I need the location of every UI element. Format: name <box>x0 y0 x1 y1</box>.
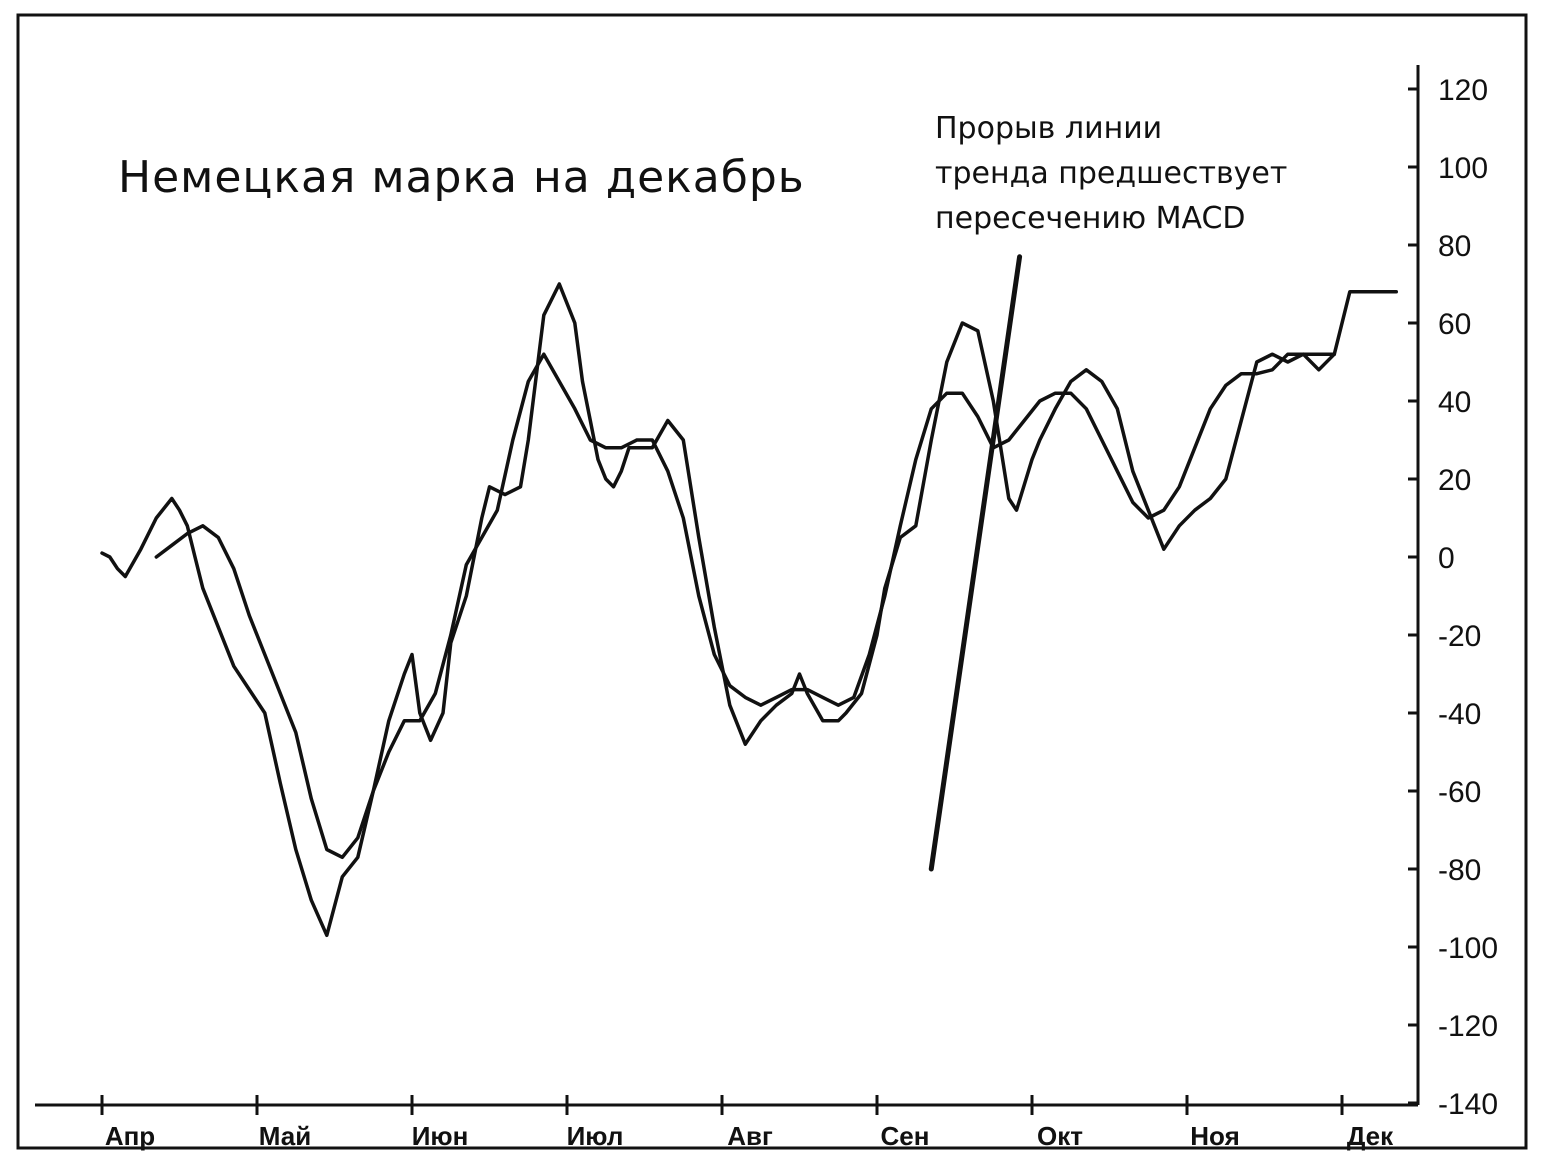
y-tick-label: 80 <box>1438 230 1471 263</box>
chart-title: Немецкая марка на декабрь <box>118 152 805 203</box>
y-tick-label: 0 <box>1438 542 1455 575</box>
series-layer <box>100 254 1399 938</box>
x-tick-label: Сен <box>881 1121 930 1151</box>
x-tick-label: Ноя <box>1190 1121 1240 1151</box>
trend-line <box>928 254 1023 872</box>
y-tick-label: 40 <box>1438 386 1471 419</box>
x-tick-label: Дек <box>1347 1121 1394 1151</box>
y-tick-label: -20 <box>1438 620 1481 653</box>
series-line-slow <box>154 352 1337 860</box>
y-tick-label: 120 <box>1438 74 1488 107</box>
chart-frame <box>16 13 1528 1150</box>
annotation-line-3: пересечению MACD <box>935 201 1246 236</box>
annotation-line-1: Прорыв линии <box>935 111 1162 146</box>
y-tick-label: 60 <box>1438 308 1471 341</box>
x-tick-label: Май <box>259 1121 311 1151</box>
y-tick-label: -80 <box>1438 854 1481 887</box>
y-tick-label: -40 <box>1438 698 1481 731</box>
x-tick-label: Июн <box>412 1121 469 1151</box>
y-tick-label: -120 <box>1438 1010 1498 1043</box>
y-tick-label: -100 <box>1438 932 1498 965</box>
y-tick-label: 100 <box>1438 152 1488 185</box>
x-tick-label: Апр <box>105 1121 155 1151</box>
x-tick-label: Авг <box>727 1121 773 1151</box>
x-tick-label: Июл <box>567 1121 624 1151</box>
annotation-line-2: тренда предшествует <box>935 156 1287 191</box>
y-tick-label: -60 <box>1438 776 1481 809</box>
y-tick-label: 20 <box>1438 464 1471 497</box>
y-tick-label: -140 <box>1438 1088 1498 1121</box>
x-tick-label: Окт <box>1037 1121 1083 1151</box>
x-ticks: Апр Май Июн Июл Авг Сен Окт Ноя Дек <box>100 1095 1394 1151</box>
y-ticks: 120 100 80 60 40 20 0 -20 -40 -60 -80 -100 -120 -140 <box>1408 74 1498 1121</box>
series-line-fast <box>100 282 1399 938</box>
